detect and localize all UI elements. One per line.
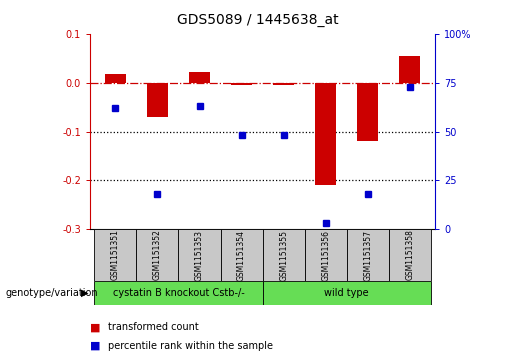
FancyBboxPatch shape xyxy=(94,229,136,281)
FancyBboxPatch shape xyxy=(94,281,263,305)
Text: genotype/variation: genotype/variation xyxy=(5,288,98,298)
Text: wild type: wild type xyxy=(324,288,369,298)
Text: GSM1151351: GSM1151351 xyxy=(111,229,120,281)
FancyBboxPatch shape xyxy=(136,229,179,281)
FancyBboxPatch shape xyxy=(263,281,431,305)
Text: ■: ■ xyxy=(90,322,100,333)
Text: ■: ■ xyxy=(90,340,100,351)
FancyBboxPatch shape xyxy=(263,229,305,281)
FancyBboxPatch shape xyxy=(305,229,347,281)
FancyBboxPatch shape xyxy=(179,229,220,281)
Text: GSM1151355: GSM1151355 xyxy=(279,229,288,281)
Text: GSM1151354: GSM1151354 xyxy=(237,229,246,281)
Text: GSM1151352: GSM1151352 xyxy=(153,229,162,281)
Text: transformed count: transformed count xyxy=(108,322,199,333)
FancyBboxPatch shape xyxy=(347,229,389,281)
Bar xyxy=(273,83,294,85)
Bar xyxy=(315,83,336,185)
Text: cystatin B knockout Cstb-/-: cystatin B knockout Cstb-/- xyxy=(113,288,244,298)
Text: GSM1151356: GSM1151356 xyxy=(321,229,330,281)
Bar xyxy=(357,83,379,141)
FancyBboxPatch shape xyxy=(220,229,263,281)
Bar xyxy=(147,83,168,117)
Text: GSM1151358: GSM1151358 xyxy=(405,229,415,281)
Bar xyxy=(400,56,420,83)
Text: ▶: ▶ xyxy=(81,288,89,298)
Text: GSM1151353: GSM1151353 xyxy=(195,229,204,281)
Text: GSM1151357: GSM1151357 xyxy=(364,229,372,281)
FancyBboxPatch shape xyxy=(389,229,431,281)
Text: GDS5089 / 1445638_at: GDS5089 / 1445638_at xyxy=(177,13,338,27)
Bar xyxy=(189,72,210,83)
Text: percentile rank within the sample: percentile rank within the sample xyxy=(108,340,273,351)
Bar xyxy=(231,83,252,85)
Bar xyxy=(105,74,126,83)
